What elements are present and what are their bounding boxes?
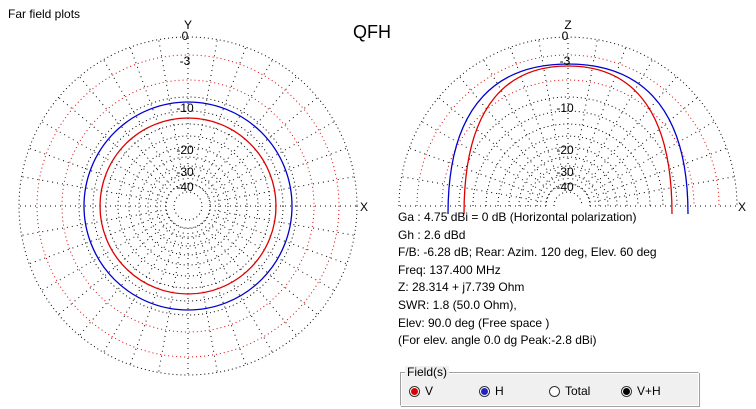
elevation-h-trace — [447, 63, 689, 215]
elevation-plot-grid — [398, 36, 738, 207]
ring-label: -3 — [560, 54, 571, 68]
plot-title: QFH — [353, 22, 391, 42]
selected-dot-icon — [623, 387, 630, 395]
field-total-radio[interactable]: Total — [549, 382, 590, 400]
info-front-back: F/B: -6.28 dB; Rear: Azim. 120 deg, Elev… — [398, 245, 657, 260]
info-elevation: Elev: 90.0 deg (Free space ) — [398, 315, 550, 330]
info-swr: SWR: 1.8 (50.0 Ohm), — [398, 297, 517, 312]
azimuth-v-trace — [99, 117, 277, 295]
info-impedance: Z: 28.314 + j7.739 Ohm — [398, 280, 525, 295]
info-frequency: Freq: 137.400 MHz — [398, 262, 501, 277]
window-title: Far field plots — [8, 7, 81, 21]
fields-group-label: Field(s) — [405, 365, 450, 379]
blue-dot-icon — [481, 387, 488, 395]
ring-label: -40 — [556, 180, 574, 194]
field-vh-radio[interactable]: V+H — [621, 382, 661, 400]
radio-indicator — [621, 385, 632, 397]
field-total-label: Total — [565, 384, 591, 398]
elevation-v-trace — [463, 65, 673, 215]
ring-label: -30 — [556, 165, 574, 179]
ring-label: -10 — [176, 101, 194, 115]
ring-label: -3 — [180, 54, 191, 68]
field-h-label: H — [495, 384, 504, 398]
ring-label: -40 — [176, 180, 194, 194]
info-gain-dbd: Gh : 2.6 dBd — [398, 227, 466, 242]
ring-label: 0 — [562, 29, 569, 43]
field-v-label: V — [425, 384, 434, 398]
elevation-axis-z-label: Z — [564, 18, 571, 32]
azimuth-axis-x-label: X — [360, 200, 368, 214]
field-vh-label: V+H — [637, 384, 661, 398]
elevation-axis-x-label: X — [738, 200, 746, 214]
ring-label: -20 — [556, 143, 574, 157]
ring-label: -30 — [176, 165, 194, 179]
radio-indicator — [479, 385, 490, 397]
ring-label: -10 — [556, 101, 574, 115]
field-v-radio[interactable]: V — [409, 382, 433, 400]
ring-label: 0 — [182, 29, 189, 43]
red-dot-icon — [411, 387, 418, 395]
azimuth-axis-y-label: Y — [184, 18, 192, 32]
field-h-radio[interactable]: H — [479, 382, 504, 400]
azimuth-plot-grid — [18, 36, 358, 376]
radio-indicator — [549, 385, 560, 397]
info-gain: Ga : 4.75 dBi = 0 dB (Horizontal polariz… — [398, 210, 637, 224]
antenna-info: Ga : 4.75 dBi = 0 dB (Horizontal polariz… — [398, 209, 657, 350]
ring-label: -20 — [176, 143, 194, 157]
azimuth-h-trace — [83, 101, 293, 311]
info-peak: (For elev. angle 0.0 dg Peak:-2.8 dBi) — [398, 333, 597, 348]
radio-indicator — [409, 385, 420, 397]
